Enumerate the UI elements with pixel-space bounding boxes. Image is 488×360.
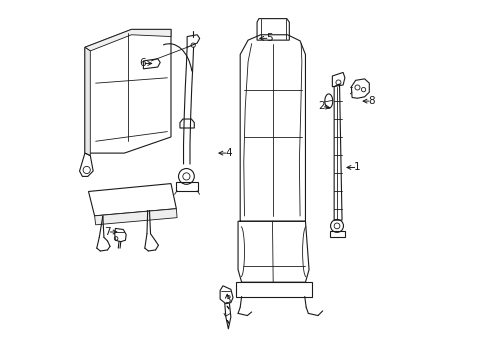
Text: 8: 8 [368, 96, 374, 106]
Text: 6: 6 [139, 58, 145, 68]
Text: 3: 3 [224, 295, 230, 305]
Text: 1: 1 [353, 162, 360, 172]
Text: 4: 4 [224, 148, 231, 158]
Polygon shape [85, 47, 90, 156]
Text: 5: 5 [266, 33, 272, 43]
Text: 2: 2 [318, 102, 324, 112]
Text: 7: 7 [104, 227, 111, 237]
Polygon shape [85, 30, 171, 51]
Polygon shape [94, 209, 177, 225]
